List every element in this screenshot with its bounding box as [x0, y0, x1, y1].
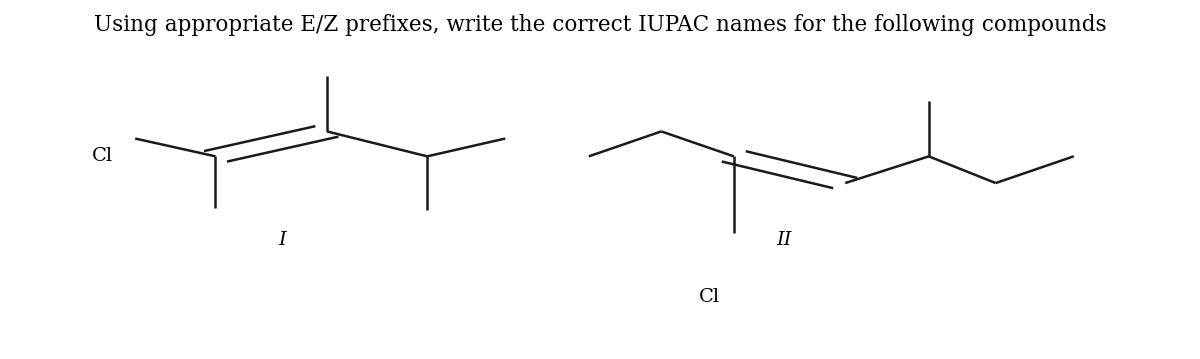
Text: I: I	[278, 231, 287, 249]
Text: Cl: Cl	[698, 288, 720, 306]
Text: II: II	[776, 231, 792, 249]
Text: Cl: Cl	[91, 147, 113, 165]
Text: Using appropriate E/Z prefixes, write the correct IUPAC names for the following : Using appropriate E/Z prefixes, write th…	[94, 14, 1106, 36]
